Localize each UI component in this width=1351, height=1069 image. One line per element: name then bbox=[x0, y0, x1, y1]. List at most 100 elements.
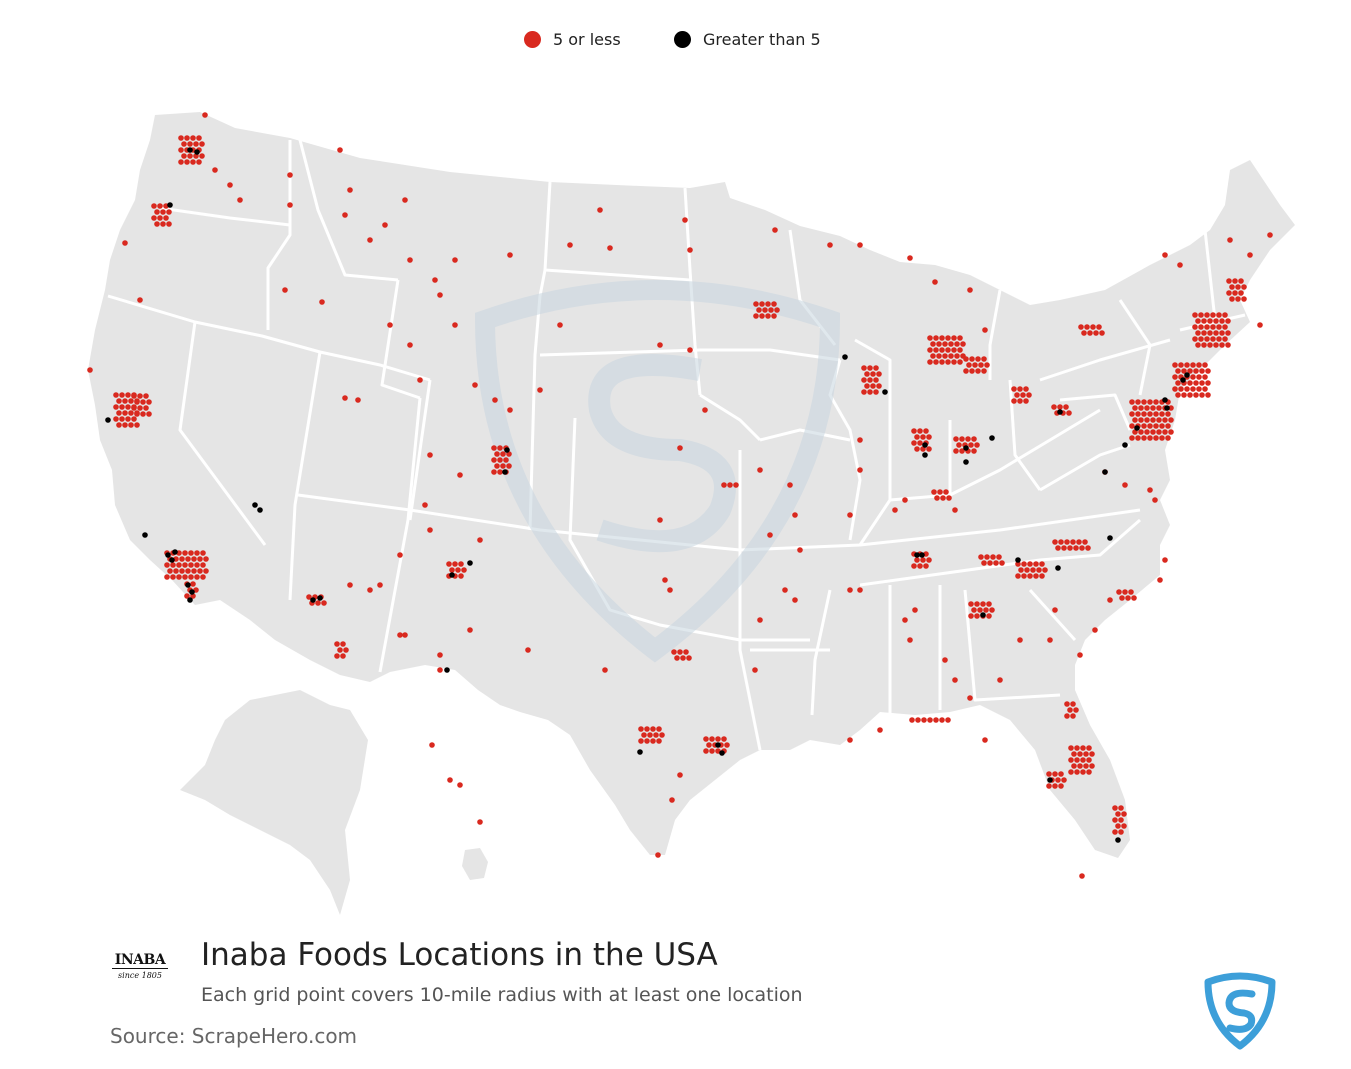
location-dot bbox=[1129, 399, 1135, 405]
location-dot bbox=[176, 574, 182, 580]
location-dot bbox=[753, 301, 759, 307]
location-dot bbox=[179, 568, 185, 574]
location-dot bbox=[1235, 296, 1241, 302]
location-dot bbox=[197, 556, 203, 562]
location-dot bbox=[1118, 817, 1124, 823]
location-dot bbox=[116, 398, 122, 404]
location-dot-high bbox=[189, 589, 195, 595]
location-dot bbox=[461, 567, 467, 573]
location-dot bbox=[1068, 757, 1074, 763]
location-dot bbox=[1052, 607, 1058, 613]
location-dot bbox=[1150, 405, 1156, 411]
location-dot bbox=[1026, 392, 1032, 398]
location-dot bbox=[337, 647, 343, 653]
location-dot bbox=[1023, 398, 1029, 404]
location-dot bbox=[184, 593, 190, 599]
location-dot bbox=[178, 159, 184, 165]
location-dot bbox=[967, 287, 973, 293]
location-dot bbox=[1177, 262, 1183, 268]
location-dot bbox=[119, 392, 125, 398]
location-dot bbox=[1195, 342, 1201, 348]
location-dot bbox=[1018, 567, 1024, 573]
location-dot bbox=[1107, 597, 1113, 603]
location-dot bbox=[1057, 404, 1063, 410]
location-dot bbox=[1193, 392, 1199, 398]
location-dot bbox=[657, 517, 663, 523]
location-dot bbox=[1064, 713, 1070, 719]
location-dot bbox=[1196, 386, 1202, 392]
location-dot bbox=[682, 217, 688, 223]
location-dot bbox=[974, 442, 980, 448]
location-dot bbox=[1055, 545, 1061, 551]
location-dot bbox=[122, 410, 128, 416]
location-dot bbox=[306, 594, 312, 600]
location-dot bbox=[1216, 336, 1222, 342]
location-dot bbox=[1086, 757, 1092, 763]
location-dot bbox=[907, 637, 913, 643]
location-dot bbox=[993, 560, 999, 566]
location-dot bbox=[861, 377, 867, 383]
location-dot bbox=[974, 613, 980, 619]
location-dot bbox=[954, 341, 960, 347]
land-shapes bbox=[88, 112, 1295, 915]
location-dot bbox=[687, 347, 693, 353]
location-dot bbox=[182, 550, 188, 556]
location-dot bbox=[160, 221, 166, 227]
location-dot bbox=[1172, 374, 1178, 380]
location-dot bbox=[417, 377, 423, 383]
location-dot bbox=[1017, 637, 1023, 643]
location-dot bbox=[163, 215, 169, 221]
location-dot bbox=[1071, 751, 1077, 757]
location-dot bbox=[971, 607, 977, 613]
location-dot-high bbox=[310, 597, 316, 603]
location-dot bbox=[939, 359, 945, 365]
location-dot bbox=[967, 695, 973, 701]
location-dot bbox=[1205, 368, 1211, 374]
location-dot bbox=[1172, 386, 1178, 392]
location-dot bbox=[1135, 435, 1141, 441]
location-dot bbox=[959, 448, 965, 454]
location-dot bbox=[343, 647, 349, 653]
location-dot bbox=[942, 657, 948, 663]
location-dot bbox=[951, 347, 957, 353]
location-dot bbox=[667, 587, 673, 593]
location-dot bbox=[503, 457, 509, 463]
location-dot bbox=[1132, 405, 1138, 411]
location-dot bbox=[491, 445, 497, 451]
location-dot bbox=[864, 383, 870, 389]
location-dot bbox=[677, 649, 683, 655]
location-dot bbox=[921, 717, 927, 723]
location-dot bbox=[1084, 324, 1090, 330]
location-dot bbox=[122, 240, 128, 246]
location-dot bbox=[1096, 324, 1102, 330]
location-dot bbox=[727, 482, 733, 488]
location-dot bbox=[1128, 589, 1134, 595]
location-dot bbox=[756, 307, 762, 313]
location-dot-high bbox=[1164, 405, 1170, 411]
location-dot bbox=[1227, 237, 1233, 243]
location-dot-high bbox=[637, 749, 643, 755]
location-dot bbox=[974, 601, 980, 607]
location-dot bbox=[178, 135, 184, 141]
location-dot bbox=[200, 574, 206, 580]
location-dot bbox=[1080, 745, 1086, 751]
location-dot bbox=[1187, 392, 1193, 398]
location-dot bbox=[1165, 411, 1171, 417]
location-dot bbox=[1014, 392, 1020, 398]
location-dot bbox=[957, 347, 963, 353]
location-dot bbox=[382, 222, 388, 228]
location-dot bbox=[674, 655, 680, 661]
location-dot bbox=[181, 153, 187, 159]
location-dot bbox=[1138, 417, 1144, 423]
location-dot bbox=[1015, 561, 1021, 567]
location-dot bbox=[164, 574, 170, 580]
location-dot-high bbox=[257, 507, 263, 513]
location-dot bbox=[1066, 410, 1072, 416]
location-dot bbox=[870, 383, 876, 389]
location-dot bbox=[1157, 577, 1163, 583]
location-dot bbox=[1156, 417, 1162, 423]
location-dot bbox=[867, 365, 873, 371]
location-dot bbox=[757, 617, 763, 623]
location-dot bbox=[113, 392, 119, 398]
location-dot bbox=[957, 335, 963, 341]
